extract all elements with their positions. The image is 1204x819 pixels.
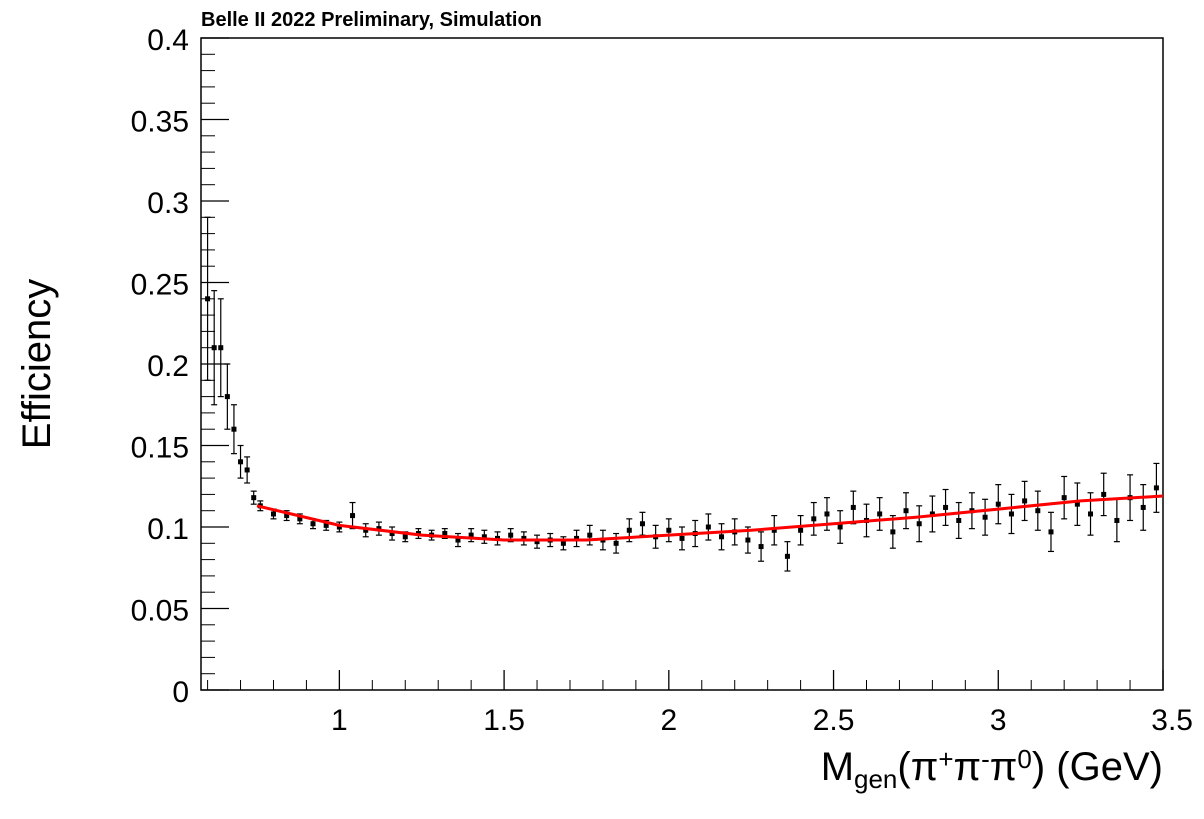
marker xyxy=(626,527,632,533)
marker xyxy=(824,511,830,517)
marker xyxy=(811,516,817,522)
marker xyxy=(481,534,487,540)
marker xyxy=(1048,529,1054,535)
y-tick-label: 0.4 xyxy=(147,24,189,57)
marker xyxy=(297,516,303,522)
x-axis-label-part: + xyxy=(938,744,953,774)
marker xyxy=(837,524,843,530)
marker xyxy=(244,467,250,473)
marker xyxy=(956,517,962,523)
marker xyxy=(929,511,935,517)
marker xyxy=(890,529,896,535)
x-axis-label-part: 0 xyxy=(1017,744,1031,774)
marker xyxy=(943,504,949,510)
marker xyxy=(916,521,922,527)
marker xyxy=(251,495,257,501)
marker xyxy=(587,532,593,538)
marker xyxy=(1061,495,1067,501)
y-tick-label: 0.1 xyxy=(147,513,189,546)
x-tick-label: 2 xyxy=(660,704,677,737)
y-tick-label: 0 xyxy=(172,676,189,709)
x-tick-label: 3 xyxy=(990,704,1007,737)
x-axis-label: Mgen(π+π-π0) (GeV) xyxy=(821,744,1163,793)
marker xyxy=(270,511,276,517)
x-axis-label-part: π xyxy=(990,745,1018,789)
marker xyxy=(521,535,527,541)
marker xyxy=(350,513,356,519)
marker xyxy=(224,394,230,400)
marker xyxy=(613,540,619,546)
y-tick-label: 0.3 xyxy=(147,187,189,220)
marker xyxy=(336,524,342,530)
marker xyxy=(1101,491,1107,497)
x-tick-label: 1 xyxy=(331,704,348,737)
marker xyxy=(679,535,685,541)
x-tick-label: 2.5 xyxy=(813,704,855,737)
marker xyxy=(1022,498,1028,504)
marker xyxy=(508,532,514,538)
marker xyxy=(798,527,804,533)
marker xyxy=(982,514,988,520)
y-axis-label: Efficiency xyxy=(15,279,59,449)
marker xyxy=(1153,485,1159,491)
y-tick-label: 0.25 xyxy=(131,269,189,302)
marker xyxy=(995,501,1001,507)
x-tick-label: 3.5 xyxy=(1151,704,1193,737)
x-axis-label-part: - xyxy=(981,744,990,774)
marker xyxy=(903,508,909,514)
y-tick-label: 0.05 xyxy=(131,595,189,628)
x-axis-label-part: π xyxy=(954,745,982,789)
x-axis-label-part: M xyxy=(821,745,854,789)
marker xyxy=(402,534,408,540)
marker xyxy=(639,521,645,527)
marker xyxy=(666,527,672,533)
marker xyxy=(560,540,566,546)
y-tick-label: 0.2 xyxy=(147,350,189,383)
marker xyxy=(205,296,211,302)
x-axis-label-part: gen xyxy=(854,764,897,794)
marker xyxy=(455,537,461,543)
x-axis-label-part: ) (GeV) xyxy=(1032,745,1163,789)
marker xyxy=(389,531,395,537)
marker xyxy=(238,459,244,465)
marker xyxy=(1140,504,1146,510)
marker xyxy=(468,532,474,538)
marker xyxy=(231,426,237,432)
marker xyxy=(705,524,711,530)
marker xyxy=(211,345,217,351)
x-axis-label-part: (π xyxy=(897,745,938,789)
marker xyxy=(1008,511,1014,517)
marker xyxy=(784,553,790,559)
y-tick-label: 0.15 xyxy=(131,432,189,465)
marker xyxy=(574,535,580,541)
marker xyxy=(1074,501,1080,507)
x-tick-label: 1.5 xyxy=(483,704,525,737)
marker xyxy=(719,534,725,540)
y-tick-label: 0.35 xyxy=(131,106,189,139)
plot-frame xyxy=(200,37,1164,691)
marker xyxy=(877,511,883,517)
marker xyxy=(771,527,777,533)
marker xyxy=(323,522,329,528)
marker xyxy=(363,527,369,533)
marker xyxy=(1035,508,1041,514)
marker xyxy=(442,531,448,537)
marker xyxy=(284,513,290,519)
chart-title: Belle II 2022 Preliminary, Simulation xyxy=(201,9,542,31)
fit-curve xyxy=(256,494,1164,542)
marker xyxy=(1088,511,1094,517)
marker xyxy=(534,539,540,545)
marker xyxy=(218,345,224,351)
marker xyxy=(310,521,316,527)
marker xyxy=(850,504,856,510)
marker xyxy=(758,544,764,550)
marker xyxy=(1114,517,1120,523)
marker xyxy=(745,537,751,543)
